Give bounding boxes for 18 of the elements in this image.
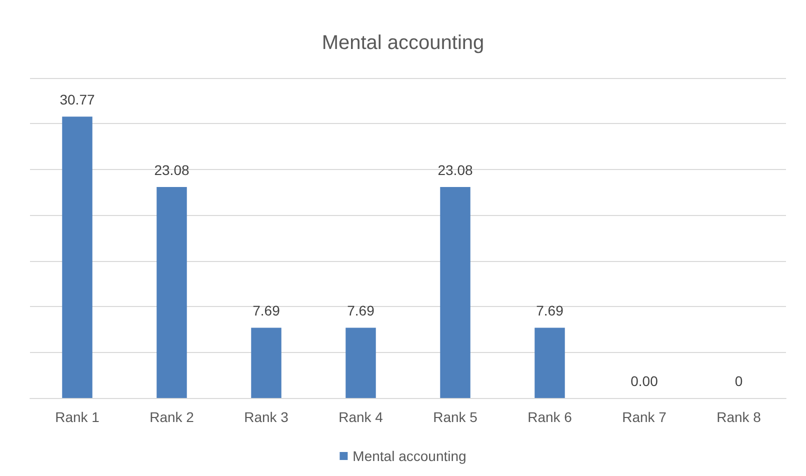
data-label: 23.08 [438,162,473,178]
x-tick-label: Rank 1 [55,409,100,425]
data-label: 23.08 [154,162,190,178]
x-tick-label: Rank 8 [716,409,762,425]
x-tick-label: Rank 5 [433,409,478,425]
data-label: 0 [734,373,743,389]
x-tick-label: Rank 4 [338,409,384,425]
data-label: 7.69 [347,302,375,319]
data-label: 30.77 [60,92,95,108]
data-label: 7.69 [536,302,564,319]
chart-title: Mental accounting [322,32,484,54]
x-tick-label: Rank 6 [528,409,572,425]
x-tick-label: Rank 3 [244,409,289,425]
data-label: 7.69 [252,302,280,319]
data-label: 0.00 [630,373,658,389]
legend-label: Mental accounting [352,448,466,464]
x-tick-label: Rank 7 [622,409,667,425]
x-tick-label: Rank 2 [150,409,194,425]
